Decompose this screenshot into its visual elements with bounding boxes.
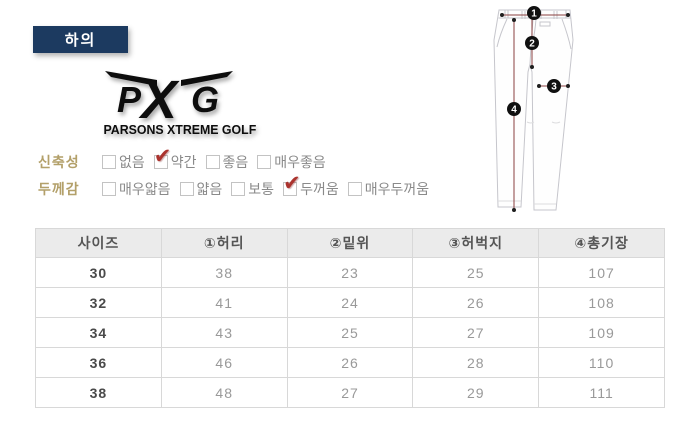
cell-thigh: 25 (412, 257, 540, 288)
header-thigh: ③허벅지 (412, 228, 540, 258)
attr-label-thickness: 두께감 (38, 181, 80, 197)
cell-size: 38 (35, 377, 162, 408)
checkbox-option-thin[interactable]: 얇음 (179, 179, 223, 199)
checkbox-option-good[interactable]: 좋음 (205, 152, 249, 172)
checkbox-label: 없음 (119, 154, 145, 170)
checkbox-label: 매우두꺼움 (364, 181, 430, 197)
cell-rise: 23 (286, 257, 414, 288)
checkbox-checked-icon[interactable]: ✔ (153, 146, 171, 169)
table-row: 32 41 24 26 108 (35, 287, 665, 318)
cell-thigh: 29 (412, 377, 540, 408)
marker-3-icon (547, 79, 561, 93)
cell-waist: 46 (160, 347, 288, 378)
marker-2-icon (525, 36, 539, 50)
marker-1-number: 1 (531, 9, 537, 20)
cell-total-length: 107 (538, 257, 665, 288)
cell-thigh: 27 (412, 317, 540, 348)
brand-logo: P X G PARSONS XTREME GOLF (100, 68, 257, 137)
size-table-header-row: 사이즈 ①허리 ②밑위 ③허벅지 ④총기장 (35, 228, 665, 258)
checkbox-icon[interactable] (257, 155, 272, 169)
marker-4-icon (507, 102, 521, 116)
checkmark-icon: ✔ (153, 145, 172, 168)
checkbox-label: 얇음 (196, 181, 223, 197)
attribute-row-thickness: 두께감 매우얇음 얇음 보통 ✔ 두꺼움 매우두꺼움 (38, 173, 438, 199)
checkbox-label: 두꺼움 (300, 181, 339, 197)
header-rise: ②밑위 (286, 228, 414, 258)
category-badge-label: 하의 (64, 32, 97, 49)
pants-measurement-diagram: 1 2 3 4 (478, 2, 618, 225)
marker-4-number: 4 (511, 105, 517, 116)
size-table: 사이즈 ①허리 ②밑위 ③허벅지 ④총기장 30 38 23 25 107 32… (35, 228, 665, 408)
checkbox-icon[interactable] (205, 155, 220, 169)
checkbox-label: 좋음 (222, 154, 249, 170)
cell-size: 36 (35, 347, 162, 378)
svg-text:X: X (138, 70, 180, 120)
cell-size: 30 (35, 257, 162, 288)
cell-waist: 41 (160, 287, 288, 318)
brand-tagline: PARSONS XTREME GOLF (103, 122, 257, 137)
cell-total-length: 108 (538, 287, 665, 318)
checkbox-option-verythin[interactable]: 매우얇음 (102, 179, 171, 199)
checkbox-icon[interactable] (102, 182, 116, 196)
checkbox-option-thick[interactable]: ✔ 두꺼움 (283, 173, 339, 199)
checkbox-icon[interactable] (179, 182, 194, 196)
checkbox-option-verygood[interactable]: 매우좋음 (257, 152, 326, 172)
checkbox-label: 보통 (248, 181, 275, 197)
attribute-row-elasticity: 신축성 없음 ✔ 약간 좋음 매우좋음 (38, 146, 335, 172)
checkbox-option-none[interactable]: 없음 (102, 152, 145, 172)
header-waist: ①허리 (160, 228, 288, 258)
checkmark-icon: ✔ (283, 172, 301, 195)
svg-text:P: P (117, 79, 142, 120)
marker-3-number: 3 (551, 82, 557, 93)
cell-size: 34 (35, 317, 162, 348)
checkbox-option-slight[interactable]: ✔ 약간 (153, 146, 197, 172)
table-row: 38 48 27 29 111 (35, 377, 665, 408)
marker-1-icon (527, 6, 541, 20)
attr-label-elasticity: 신축성 (38, 154, 80, 170)
elasticity-options: 없음 ✔ 약간 좋음 매우좋음 (102, 146, 335, 172)
cell-waist: 43 (160, 317, 288, 348)
checkbox-checked-icon[interactable]: ✔ (283, 173, 301, 196)
table-row: 34 43 25 27 109 (35, 317, 665, 348)
cell-size: 32 (35, 287, 162, 318)
cell-total-length: 111 (538, 377, 665, 408)
cell-rise: 25 (286, 317, 414, 348)
cell-thigh: 26 (412, 287, 540, 318)
cell-rise: 26 (286, 347, 414, 378)
header-size: 사이즈 (35, 228, 162, 258)
checkbox-label: 매우좋음 (274, 154, 326, 170)
marker-2-number: 2 (529, 39, 535, 50)
cell-rise: 24 (286, 287, 414, 318)
header-total-length: ④총기장 (538, 228, 665, 258)
checkbox-label: 매우얇음 (119, 181, 171, 197)
table-row: 36 46 26 28 110 (35, 347, 665, 378)
thickness-options: 매우얇음 얇음 보통 ✔ 두꺼움 매우두꺼움 (102, 173, 438, 199)
checkbox-label: 약간 (170, 154, 197, 170)
cell-waist: 48 (160, 377, 288, 408)
cell-waist: 38 (160, 257, 288, 288)
checkbox-icon[interactable] (102, 155, 116, 169)
pxg-logo-icon: P X G (105, 70, 233, 120)
cell-thigh: 28 (412, 347, 540, 378)
cell-total-length: 110 (538, 347, 665, 378)
checkbox-option-verythick[interactable]: 매우두꺼움 (347, 179, 430, 199)
pants-outline-icon: 1 2 3 4 (493, 6, 574, 212)
checkbox-icon[interactable] (347, 182, 362, 196)
checkbox-icon[interactable] (231, 182, 246, 196)
checkbox-option-normal[interactable]: 보통 (231, 179, 274, 199)
cell-total-length: 109 (538, 317, 665, 348)
cell-rise: 27 (286, 377, 414, 408)
svg-text:G: G (191, 79, 219, 120)
table-row: 30 38 23 25 107 (35, 257, 665, 288)
category-badge: 하의 (33, 26, 128, 53)
